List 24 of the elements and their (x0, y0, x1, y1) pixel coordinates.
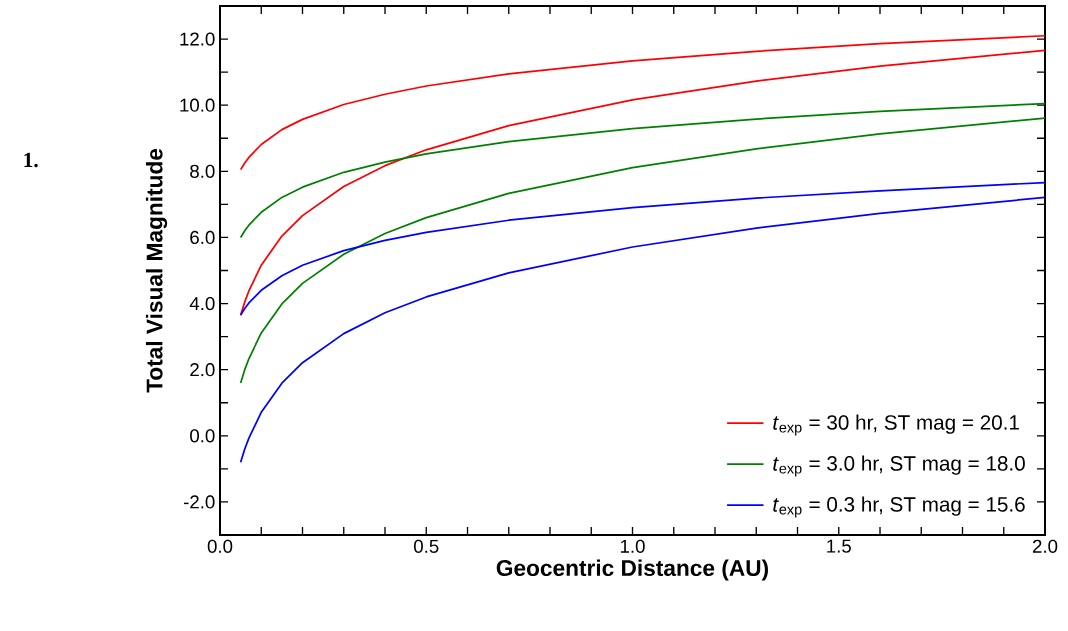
y-tick-label: 8.0 (190, 164, 215, 178)
x-tick-label: 0.0 (207, 539, 233, 553)
legend-label: t$_{exp}$ = 3.0 hr, ST mag = 18.0 (773, 455, 1025, 477)
y-tick-label: 4.0 (189, 296, 215, 311)
y-tick-label: 2.0 (190, 363, 215, 377)
legend-label: t$_{exp}$ = 30 hr, ST mag = 20.1 (773, 414, 1019, 436)
y-tick-label: 12.0 (180, 32, 215, 46)
y-tick-label: 10.0 (180, 98, 215, 112)
line-series (239, 49, 1045, 316)
text: 1. (24, 152, 38, 168)
x-tick-label: 1.0 (620, 539, 645, 553)
line-series (239, 117, 1045, 384)
y-tick-label: -2.0 (183, 495, 215, 509)
line-series (239, 181, 1045, 316)
line-series (239, 34, 1045, 171)
x-tick-label: 0.5 (414, 539, 439, 553)
y-tick-label: 0.0 (190, 429, 215, 443)
y-axis-title: Total Visual Magnitude (145, 148, 168, 393)
x-tick-label: 2.0 (1032, 539, 1058, 553)
line-series (239, 102, 1045, 239)
x-axis-title: Geocentric Distance (AU) (496, 559, 768, 581)
x-tick-label: 1.5 (827, 539, 851, 553)
legend-label: t$_{exp}$ = 0.3 hr, ST mag = 15.6 (773, 496, 1025, 518)
y-tick-label: 6.0 (190, 230, 215, 245)
